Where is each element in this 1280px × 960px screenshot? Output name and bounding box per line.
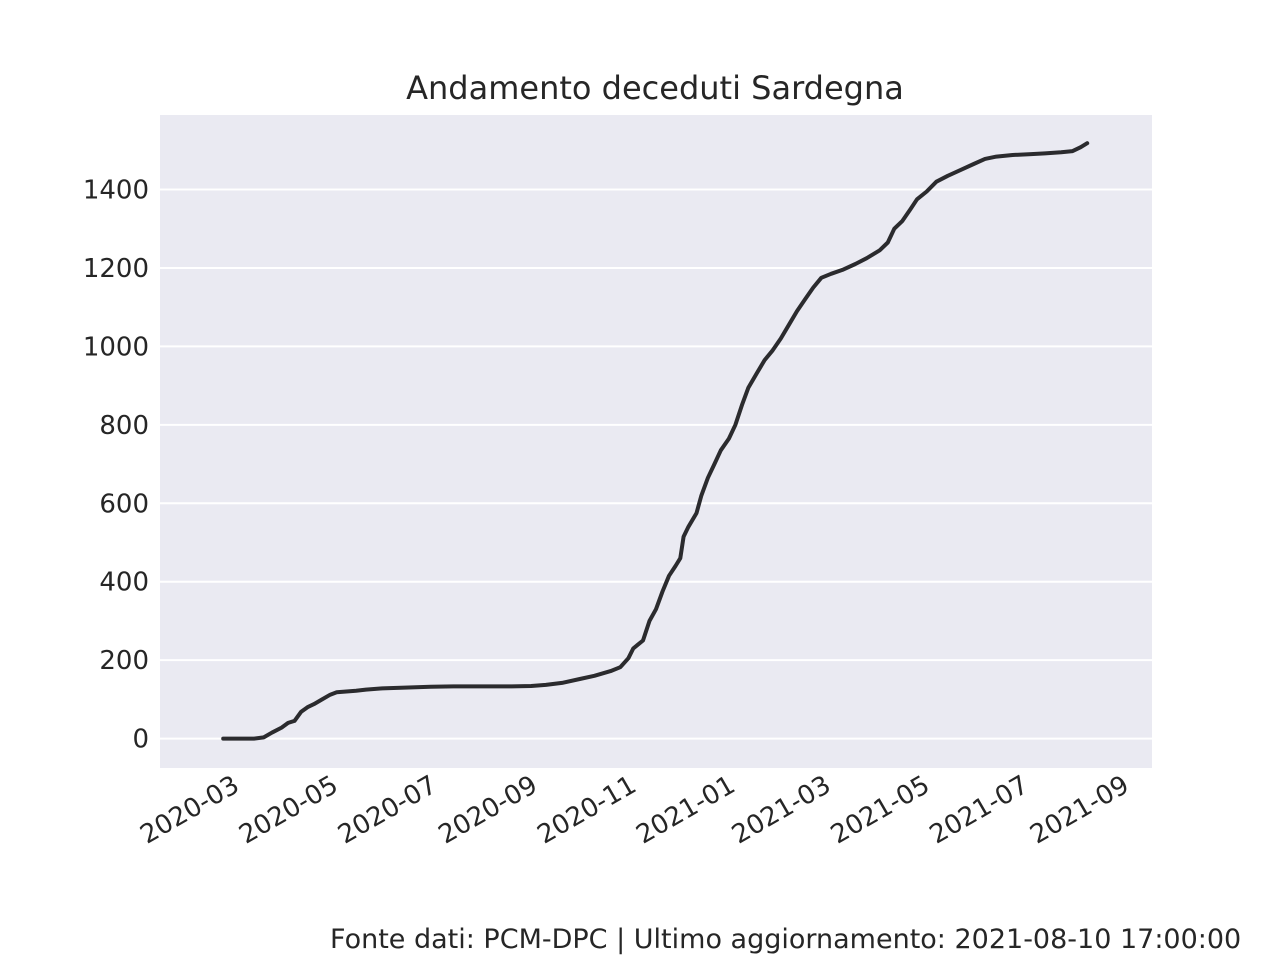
y-tick-label: 1400 xyxy=(83,176,149,206)
y-tick-labels: 0 200 400 600 800 1000 1200 1400 xyxy=(83,176,149,755)
x-tick-label: 2020-03 xyxy=(135,770,244,850)
x-tick-label: 2021-01 xyxy=(631,770,740,850)
grid-lines xyxy=(160,188,1152,740)
plot-area xyxy=(160,115,1152,768)
x-tick-label: 2021-09 xyxy=(1025,770,1134,850)
x-tick-label: 2021-05 xyxy=(826,770,935,850)
source-footer: Fonte dati: PCM-DPC | Ultimo aggiornamen… xyxy=(330,924,1242,955)
x-tick-label: 2020-05 xyxy=(234,770,343,850)
y-tick-label: 200 xyxy=(99,646,149,676)
y-tick-label: 400 xyxy=(99,568,149,598)
y-tick-label: 0 xyxy=(132,725,149,755)
series-group xyxy=(221,141,1090,741)
x-tick-label: 2021-03 xyxy=(727,770,836,850)
y-tick-label: 600 xyxy=(99,489,149,519)
y-tick-label: 1000 xyxy=(83,332,149,362)
x-tick-labels: 2020-032020-052020-072020-092020-112021-… xyxy=(135,770,1134,850)
chart-title: Andamento deceduti Sardegna xyxy=(406,69,904,107)
y-tick-label: 800 xyxy=(99,411,149,441)
x-tick-label: 2020-07 xyxy=(333,770,442,850)
x-tick-label: 2020-09 xyxy=(434,770,543,850)
x-tick-label: 2021-07 xyxy=(925,770,1034,850)
series-line xyxy=(221,141,1090,741)
x-tick-label: 2020-11 xyxy=(532,770,641,850)
y-tick-label: 1200 xyxy=(83,254,149,284)
